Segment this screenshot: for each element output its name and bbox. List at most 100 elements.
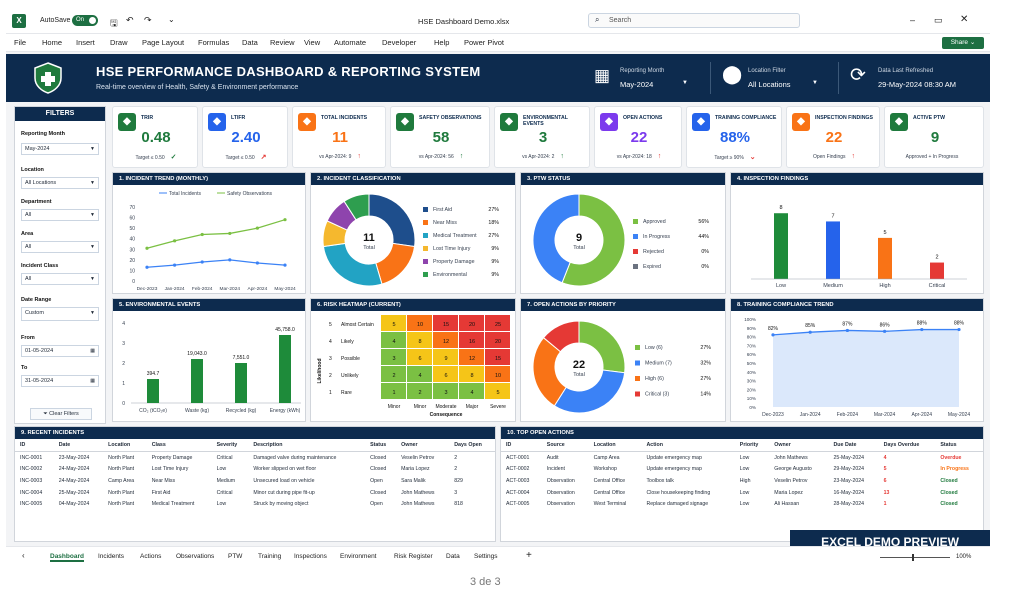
- location-select[interactable]: All Locations ▼: [21, 177, 99, 189]
- location-filter-value[interactable]: All Locations: [748, 80, 791, 89]
- top-open-actions-panel: 10. TOP OPEN ACTIONS ID Source Location Act…: [500, 426, 984, 542]
- y-tick-label: 20: [129, 258, 135, 264]
- scroll-left-icon[interactable]: ‹: [22, 551, 25, 560]
- date-range-select[interactable]: Custom ▼: [21, 307, 99, 321]
- to-date-field[interactable]: 31-05-2024 ▦: [21, 375, 99, 387]
- inspection-findings-chart: 8 Low 7 Medium 5 High 2 Critical: [751, 205, 967, 289]
- table-cell: Camp Area: [593, 454, 620, 461]
- redo-icon[interactable]: ↷: [144, 15, 152, 25]
- menu-developer[interactable]: Developer: [382, 38, 417, 47]
- legend-value: 18%: [488, 220, 499, 226]
- autosave-toggle[interactable]: On: [72, 15, 98, 26]
- table-row[interactable]: INC-0005 04-May-2024 North Plant Medical Tr…: [15, 498, 495, 510]
- table-row[interactable]: INC-0002 24-May-2024 North Plant Lost Time …: [15, 464, 495, 476]
- table-cell: George Augusto: [774, 466, 812, 473]
- sheet-tab-inspections[interactable]: Inspections: [294, 553, 327, 560]
- chevron-down-icon[interactable]: ▼: [812, 80, 818, 86]
- sheet-tab-actions[interactable]: Actions: [140, 553, 162, 560]
- sheet-tab-risk-register[interactable]: Risk Register: [394, 553, 433, 560]
- menu-draw[interactable]: Draw: [110, 38, 128, 47]
- table-cell: Closed: [370, 489, 387, 496]
- risk-heatmap-panel: 6. RISK HEATMAP (CURRENT) Likelihood 5 Alm…: [310, 298, 516, 422]
- legend-label: Safety Observations: [227, 191, 273, 197]
- table-cell: 3: [454, 489, 458, 496]
- from-date-field[interactable]: 01-05-2024 ▦: [21, 345, 99, 357]
- table-row[interactable]: ACT-0002 Incident Workshop Update emergency…: [501, 464, 983, 476]
- reporting-month-select[interactable]: May-2024 ▼: [21, 143, 99, 155]
- x-tick-label: May-2024: [274, 286, 296, 292]
- reporting-month-value[interactable]: May-2024: [620, 80, 654, 89]
- magnifier-icon: ◆: [792, 113, 810, 131]
- sheet-tab-settings[interactable]: Settings: [474, 553, 498, 560]
- panel-title: 8. TRAINING COMPLIANCE TREND: [731, 299, 983, 311]
- sheet-tab-training[interactable]: Training: [258, 553, 282, 560]
- search-box[interactable]: ⌕ Search: [588, 13, 800, 28]
- menu-formulas[interactable]: Formulas: [198, 38, 230, 47]
- sheet-tab-incidents[interactable]: Incidents: [98, 553, 125, 560]
- minimize-icon[interactable]: –: [910, 15, 916, 25]
- incident-class-select[interactable]: All ▼: [21, 273, 99, 285]
- sheet-tab-observations[interactable]: Observations: [176, 553, 215, 560]
- kpi-title: OPEN ACTIONS: [623, 115, 663, 121]
- menu-insert[interactable]: Insert: [76, 38, 95, 47]
- sheet-tab-environment[interactable]: Environment: [340, 553, 377, 560]
- share-button[interactable]: Share ⌄: [942, 37, 984, 49]
- menu-file[interactable]: File: [14, 38, 27, 47]
- file-name: HSE Dashboard Demo.xlsx: [418, 17, 510, 26]
- table-row[interactable]: INC-0001 23-May-2024 North Plant Property D…: [15, 452, 495, 464]
- warning-icon: ◆: [298, 113, 316, 131]
- table-cell: 04-May-2024: [58, 501, 90, 508]
- legend-label: Property Damage: [433, 259, 475, 265]
- menu-help[interactable]: Help: [434, 38, 450, 47]
- zoom-slider[interactable]: [880, 554, 950, 561]
- maximize-icon[interactable]: ▭: [934, 15, 943, 25]
- chevron-down-icon[interactable]: ▼: [682, 80, 688, 86]
- sheet-tab-data[interactable]: Data: [446, 553, 460, 560]
- column-header: Priority: [734, 439, 770, 452]
- table-row[interactable]: ACT-0003 Observation Central Office Toolbox…: [501, 475, 983, 487]
- clear-filters-button[interactable]: ⏷ Clear Filters: [30, 408, 92, 420]
- data-point: [283, 263, 287, 267]
- menu-review[interactable]: Review: [270, 38, 295, 47]
- refresh-icon[interactable]: ⟳: [850, 65, 866, 86]
- customize-qat-icon[interactable]: ⌄: [168, 15, 175, 24]
- panel-title: 4. INSPECTION FINDINGS: [731, 173, 983, 185]
- save-icon[interactable]: 🖫: [110, 18, 118, 28]
- table-row[interactable]: ACT-0005 Observation West Terminal Replace …: [501, 498, 983, 510]
- menu-home[interactable]: Home: [42, 38, 63, 47]
- heatmap-cell-value: 16: [469, 339, 475, 345]
- department-select[interactable]: All ▼: [21, 209, 99, 221]
- legend-value: 27%: [700, 345, 711, 351]
- area-select[interactable]: All ▼: [21, 241, 99, 253]
- legend-swatch: [423, 233, 428, 238]
- table-cell: Minor cut during pipe fit-up: [253, 489, 315, 496]
- add-sheet-icon[interactable]: +: [526, 550, 532, 561]
- table-row[interactable]: INC-0003 24-May-2024 Camp Area Near Miss Med…: [15, 475, 495, 487]
- data-label: 87%: [842, 321, 853, 327]
- trend-icon: ↑: [657, 153, 662, 160]
- column-header: Due Date: [828, 439, 879, 452]
- sheet-tab-dashboard[interactable]: Dashboard: [50, 553, 84, 562]
- table-row[interactable]: ACT-0001 Audit Camp Area Update emergency m…: [501, 452, 983, 464]
- table-row[interactable]: INC-0004 25-May-2024 North Plant First Aid C…: [15, 487, 495, 499]
- menu-power-pivot[interactable]: Power Pivot: [464, 38, 505, 47]
- undo-icon[interactable]: ↶: [126, 15, 134, 25]
- donut-center-label: Total: [573, 372, 585, 378]
- menu-automate[interactable]: Automate: [334, 38, 367, 47]
- menu-data[interactable]: Data: [242, 38, 258, 47]
- sheet-tab-ptw[interactable]: PTW: [228, 553, 243, 560]
- menu-view[interactable]: View: [304, 38, 321, 47]
- menu-page-layout[interactable]: Page Layout: [142, 38, 185, 47]
- bar-value-label: 45,758.0: [275, 327, 295, 333]
- zoom-level[interactable]: 100%: [956, 554, 972, 560]
- chevron-down-icon: ▼: [90, 212, 95, 218]
- filter-label: Area: [21, 231, 34, 237]
- table-row[interactable]: ACT-0004 Observation Central Office Close h…: [501, 487, 983, 499]
- close-icon[interactable]: ✕: [960, 14, 969, 25]
- heatmap-cell-value: 4: [418, 373, 421, 379]
- data-point: [255, 226, 259, 230]
- heatmap-cell-value: 4: [470, 390, 473, 396]
- kpi-value: 88%: [719, 129, 751, 146]
